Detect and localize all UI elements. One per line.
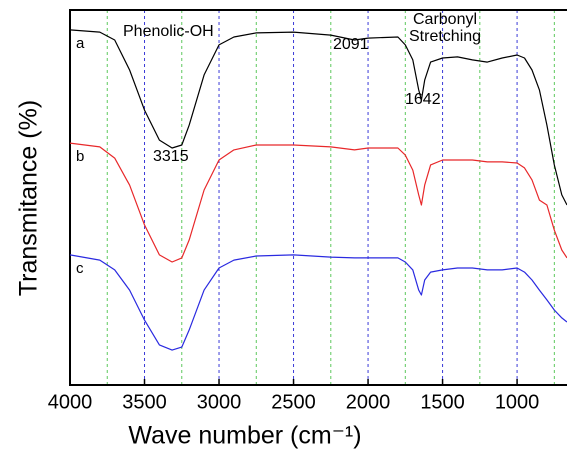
series-label: a xyxy=(76,35,85,52)
annotation: 1642 xyxy=(405,91,441,108)
x-tick-label: 2000 xyxy=(346,391,391,413)
series-line xyxy=(69,29,567,206)
x-tick-label: 2500 xyxy=(271,391,316,413)
x-tick-label: 1000 xyxy=(495,391,540,413)
series-line xyxy=(69,254,567,351)
series-label: b xyxy=(76,148,84,165)
x-tick-label: 1500 xyxy=(420,391,465,413)
annotation: Stretching xyxy=(409,28,481,45)
x-tick-label: 4000 xyxy=(48,391,93,413)
x-tick-label: 3000 xyxy=(197,391,242,413)
annotation: 2091 xyxy=(333,36,369,53)
x-axis-label: Wave number (cm⁻¹) xyxy=(128,422,361,450)
y-axis-label: Transmitance (%) xyxy=(15,100,43,296)
annotation: Carbonyl xyxy=(413,11,477,28)
annotation: Phenolic-OH xyxy=(123,23,214,40)
plot-frame xyxy=(69,9,567,386)
series-label: c xyxy=(76,260,84,277)
series-line xyxy=(69,142,567,263)
x-tick-label: 3500 xyxy=(122,391,167,413)
annotation: 3315 xyxy=(153,148,189,165)
